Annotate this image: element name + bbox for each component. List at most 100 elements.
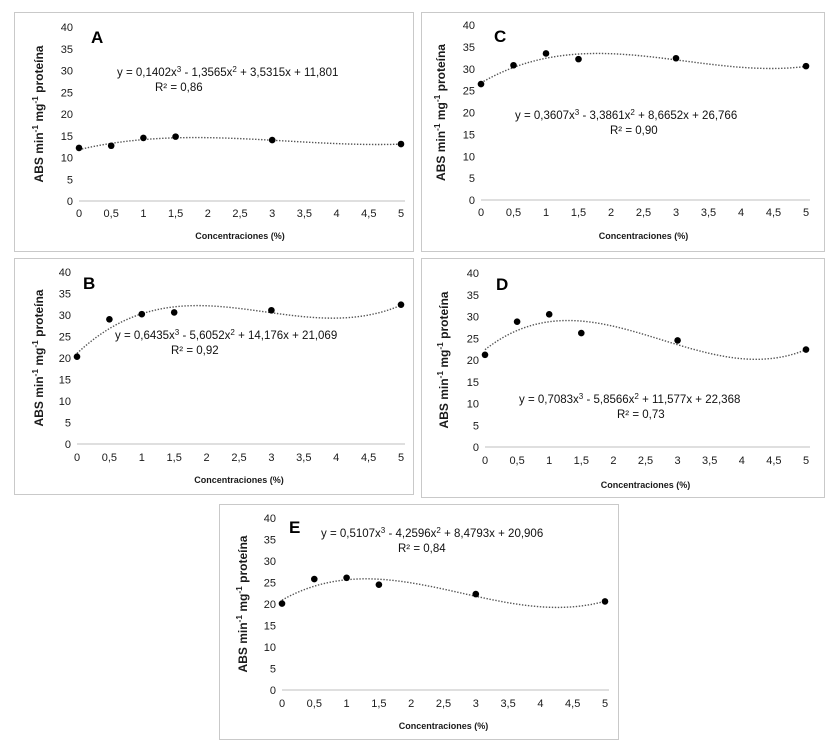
y-axis-title-superscript: -1	[30, 369, 40, 377]
y-tick-label: 35	[264, 535, 276, 547]
y-axis-title-superscript: -1	[234, 615, 244, 623]
data-point	[802, 346, 810, 353]
y-tick-label: 10	[61, 153, 73, 165]
y-tick-label: 0	[67, 196, 73, 208]
data-point	[140, 134, 147, 142]
trendline-equation-superscript: 2	[230, 328, 235, 337]
x-tick-label: 4	[738, 207, 744, 219]
y-tick-label: 25	[59, 332, 71, 344]
data-point	[545, 311, 553, 318]
data-point	[601, 598, 609, 605]
data-point	[477, 80, 485, 88]
y-tick-label: 5	[270, 664, 276, 676]
trendline	[78, 136, 402, 151]
r-squared-label: R² = 0,84	[398, 543, 446, 555]
r-squared-label: R² = 0,92	[171, 345, 219, 357]
y-tick-label: 15	[59, 375, 71, 387]
trendline	[484, 319, 807, 361]
data-point	[575, 55, 582, 63]
y-axis-title-part: proteína	[434, 44, 448, 95]
x-tick-label: 2	[408, 698, 414, 710]
y-tick-label: 20	[61, 109, 73, 121]
x-tick-label: 1	[140, 208, 146, 220]
data-point	[106, 316, 113, 323]
x-tick-label: 0,5	[509, 455, 524, 467]
x-tick-label: 1	[139, 452, 145, 464]
y-tick-label: 30	[463, 64, 475, 76]
x-axis-title: Concentraciones (%)	[599, 231, 689, 241]
y-tick-label: 15	[61, 131, 73, 143]
y-axis-title: ABS min-1 mg-1 proteína	[234, 535, 250, 672]
trendline-equation-part: - 5,6052x	[179, 330, 230, 342]
trendline-equation-part: y = 0,7083x	[519, 394, 579, 406]
y-tick-label: 0	[469, 195, 475, 207]
x-tick-label: 3,5	[500, 698, 515, 710]
y-tick-label: 25	[264, 578, 276, 590]
chart-panel-a: 0 5 10 15 20 25 30 35 40 0 0,5 1 1,5 2 2,5 3 3,5 4 4,5 5 Con…	[14, 12, 414, 252]
data-point	[172, 133, 179, 140]
x-tick-label: 4	[333, 452, 339, 464]
x-tick-label: 5	[602, 698, 608, 710]
trendline-equation-superscript: 3	[575, 108, 580, 117]
trendline-equation-part: y = 0,1402x	[117, 67, 177, 79]
scatter-chart: 0 5 10 15 20 25 30 35 40 0 0,5 1 1,5 2 2,5 3 3,5 4 4,5 5 Con…	[432, 20, 810, 241]
data-point	[513, 318, 521, 326]
y-tick-label: 30	[61, 66, 73, 78]
x-tick-label: 1,5	[574, 455, 589, 467]
y-tick-label: 10	[463, 151, 475, 163]
y-tick-label: 20	[264, 599, 276, 611]
data-point	[343, 574, 350, 582]
data-point	[542, 50, 550, 57]
panel-letter: A	[91, 28, 103, 47]
data-point	[311, 575, 318, 583]
data-point	[75, 144, 83, 152]
y-tick-label: 40	[264, 513, 276, 525]
x-tick-label: 0,5	[307, 698, 322, 710]
y-tick-label: 35	[463, 42, 475, 54]
r-squared-label: R² = 0,86	[155, 82, 203, 94]
x-axis-title: Concentraciones (%)	[399, 721, 489, 731]
y-tick-label: 35	[59, 289, 71, 301]
data-point	[802, 62, 810, 70]
panel-letter: B	[83, 274, 95, 293]
x-tick-label: 3	[269, 208, 275, 220]
x-tick-label: 4,5	[766, 207, 781, 219]
y-tick-label: 10	[59, 396, 71, 408]
data-point	[481, 351, 489, 359]
x-tick-label: 4	[739, 455, 745, 467]
y-tick-label: 30	[264, 556, 276, 568]
y-axis-title-superscript: -1	[435, 371, 445, 379]
y-axis-title-superscript: -1	[30, 340, 40, 348]
x-tick-label: 1,5	[167, 452, 182, 464]
data-point	[472, 590, 480, 598]
y-tick-label: 20	[467, 355, 479, 367]
y-axis-title-part: ABS min	[434, 131, 448, 181]
trendline-equation-part: - 4,2596x	[385, 528, 436, 540]
y-tick-label: 40	[61, 22, 73, 34]
x-axis-title: Concentraciones (%)	[601, 480, 691, 490]
y-axis-title: ABS min-1 mg-1 proteína	[432, 44, 448, 181]
y-tick-label: 30	[467, 312, 479, 324]
y-axis-title-part: proteína	[437, 291, 451, 342]
data-point	[397, 301, 405, 308]
data-point	[268, 136, 276, 144]
scatter-chart: 0 5 10 15 20 25 30 35 40 0 0,5 1 1,5 2 2,5 3 3,5 4 4,5 5 Con…	[234, 513, 609, 731]
trendline-equation-part: + 14,176x + 21,069	[235, 330, 337, 342]
y-axis-title-part: ABS min	[32, 132, 46, 182]
x-tick-label: 0,5	[104, 208, 119, 220]
trendline-equation-part: - 1,3565x	[181, 67, 232, 79]
trendline-equation-superscript: 3	[381, 526, 386, 535]
y-tick-label: 15	[463, 129, 475, 141]
chart-panel-c: 0 5 10 15 20 25 30 35 40 0 0,5 1 1,5 2 2,5 3 3,5 4 4,5 5 Con…	[421, 12, 825, 252]
y-tick-label: 20	[59, 353, 71, 365]
x-tick-label: 5	[398, 452, 404, 464]
x-tick-label: 3,5	[297, 208, 312, 220]
panel-letter: E	[289, 518, 300, 537]
trendline-equation-superscript: 2	[634, 392, 639, 401]
data-point	[672, 54, 680, 62]
x-tick-label: 4	[334, 208, 340, 220]
x-tick-label: 0	[74, 452, 80, 464]
r-squared-label: R² = 0,90	[610, 125, 658, 137]
x-tick-label: 1,5	[371, 698, 386, 710]
data-point	[107, 142, 115, 150]
